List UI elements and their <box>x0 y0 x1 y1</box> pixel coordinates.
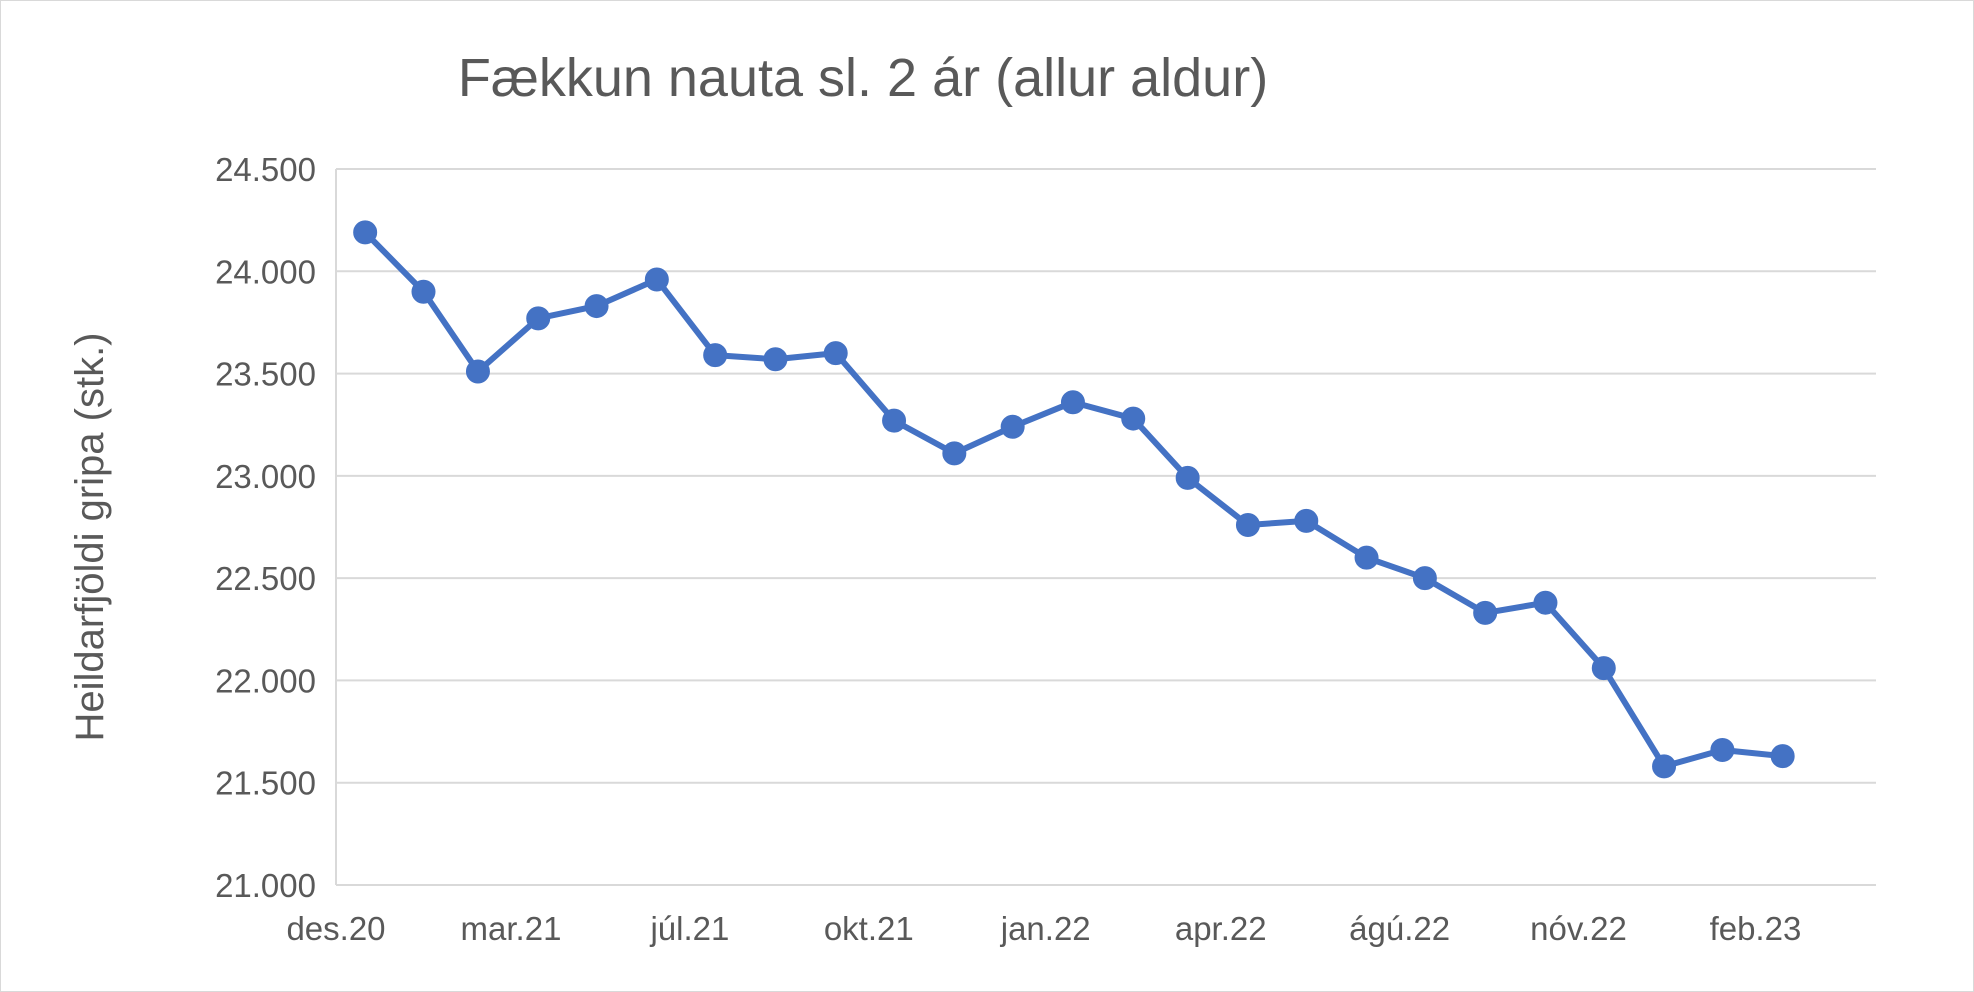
x-tick-label: ágú.22 <box>1349 910 1450 947</box>
data-point <box>1000 414 1025 439</box>
x-tick-label: nóv.22 <box>1530 910 1627 947</box>
data-point <box>1235 512 1260 537</box>
y-tick-label: 23.500 <box>215 356 316 393</box>
x-tick-label: mar.21 <box>461 910 562 947</box>
data-point <box>526 306 551 331</box>
data-point <box>882 408 907 433</box>
data-point <box>1121 406 1146 431</box>
data-point <box>1060 390 1085 415</box>
data-point <box>1710 737 1735 762</box>
data-point <box>942 441 967 466</box>
data-point <box>411 279 436 304</box>
data-point <box>1591 656 1616 681</box>
chart-title: Fækkun nauta sl. 2 ár (allur aldur) <box>458 48 1268 108</box>
data-point <box>644 267 669 292</box>
x-tick-label: okt.21 <box>824 910 914 947</box>
data-point <box>584 294 609 319</box>
data-point <box>465 359 490 384</box>
data-point <box>1175 465 1200 490</box>
series-line <box>363 230 1783 770</box>
data-point <box>1294 508 1319 533</box>
data-point <box>1412 566 1437 591</box>
y-tick-label: 22.500 <box>215 560 316 597</box>
data-series <box>353 220 1795 779</box>
y-axis-title: Heildarfjöldi gripa (stk.) <box>68 332 112 741</box>
data-point <box>703 343 728 368</box>
x-tick-label: feb.23 <box>1710 910 1802 947</box>
y-tick-label: 24.500 <box>215 151 316 188</box>
y-tick-label: 24.000 <box>215 253 316 290</box>
y-tick-label: 21.500 <box>215 765 316 802</box>
data-point <box>1770 744 1795 769</box>
y-tick-label: 23.000 <box>215 458 316 495</box>
x-tick-label: júl.21 <box>649 910 729 947</box>
data-point <box>763 347 788 372</box>
data-point <box>1652 754 1677 779</box>
data-point <box>1473 600 1498 625</box>
x-tick-label: des.20 <box>286 910 385 947</box>
data-point <box>353 220 378 245</box>
x-tick-label: apr.22 <box>1175 910 1267 947</box>
gridlines <box>336 168 1876 784</box>
y-tick-label: 21.000 <box>215 867 316 904</box>
y-tick-label: 22.000 <box>215 662 316 699</box>
data-point <box>823 341 848 366</box>
data-point <box>1533 590 1558 615</box>
y-axis: 21.000 21.500 22.000 22.500 23.000 23.500 24.0… <box>215 151 316 904</box>
x-tick-label: jan.22 <box>1000 910 1091 947</box>
data-point <box>1354 545 1379 570</box>
x-axis: des.20 mar.21 júl.21 okt.21 jan.22 apr.22 ágú.… <box>286 169 1876 947</box>
